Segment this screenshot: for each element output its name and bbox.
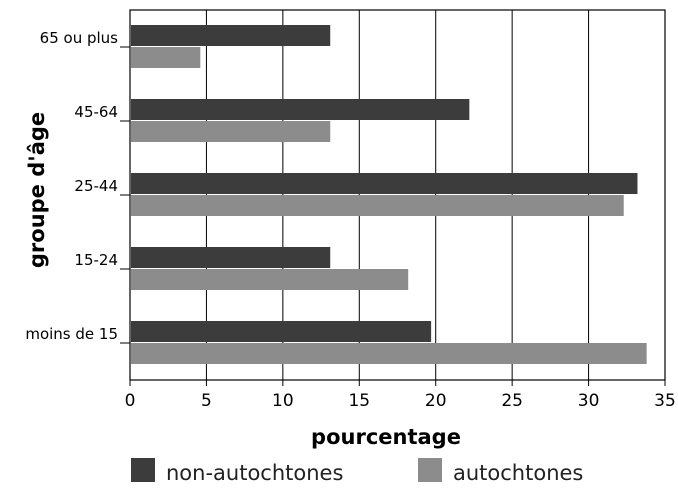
bars — [131, 25, 647, 364]
x-tick-label: 20 — [425, 391, 447, 411]
x-axis-title: pourcentage — [311, 425, 461, 449]
legend-label-non-autochtones: non-autochtones — [166, 461, 343, 485]
y-category-label: 65 ou plus — [40, 29, 119, 47]
bar-non-autochtones — [131, 173, 638, 194]
x-tick-label: 35 — [654, 391, 676, 411]
x-tick-label: 5 — [201, 391, 212, 411]
y-category-label: moins de 15 — [25, 325, 118, 343]
legend: non-autochtones autochtones — [131, 458, 583, 485]
legend-swatch-autochtones — [418, 458, 442, 482]
legend-swatch-non-autochtones — [131, 458, 155, 482]
bar-autochtones — [131, 121, 331, 142]
bar-non-autochtones — [131, 247, 331, 268]
x-tick-label: 25 — [501, 391, 523, 411]
bar-non-autochtones — [131, 99, 470, 120]
bar-non-autochtones — [131, 25, 331, 46]
x-tick-label: 10 — [272, 391, 294, 411]
x-tick-label: 30 — [578, 391, 600, 411]
y-categories: 65 ou plus 45-64 25-44 15-24 moins de 15 — [25, 29, 130, 344]
bar-autochtones — [131, 269, 409, 290]
y-category-label: 45-64 — [74, 103, 118, 121]
x-ticks: 0 5 10 15 20 25 30 35 — [125, 380, 676, 411]
legend-label-autochtones: autochtones — [453, 461, 583, 485]
bar-autochtones — [131, 47, 201, 68]
bar-non-autochtones — [131, 321, 432, 342]
y-category-label: 25-44 — [74, 177, 118, 195]
bar-autochtones — [131, 343, 647, 364]
y-category-label: 15-24 — [74, 251, 118, 269]
bar-autochtones — [131, 195, 624, 216]
x-tick-label: 0 — [125, 391, 136, 411]
y-axis-title: groupe d'âge — [25, 112, 49, 268]
x-tick-label: 15 — [348, 391, 370, 411]
